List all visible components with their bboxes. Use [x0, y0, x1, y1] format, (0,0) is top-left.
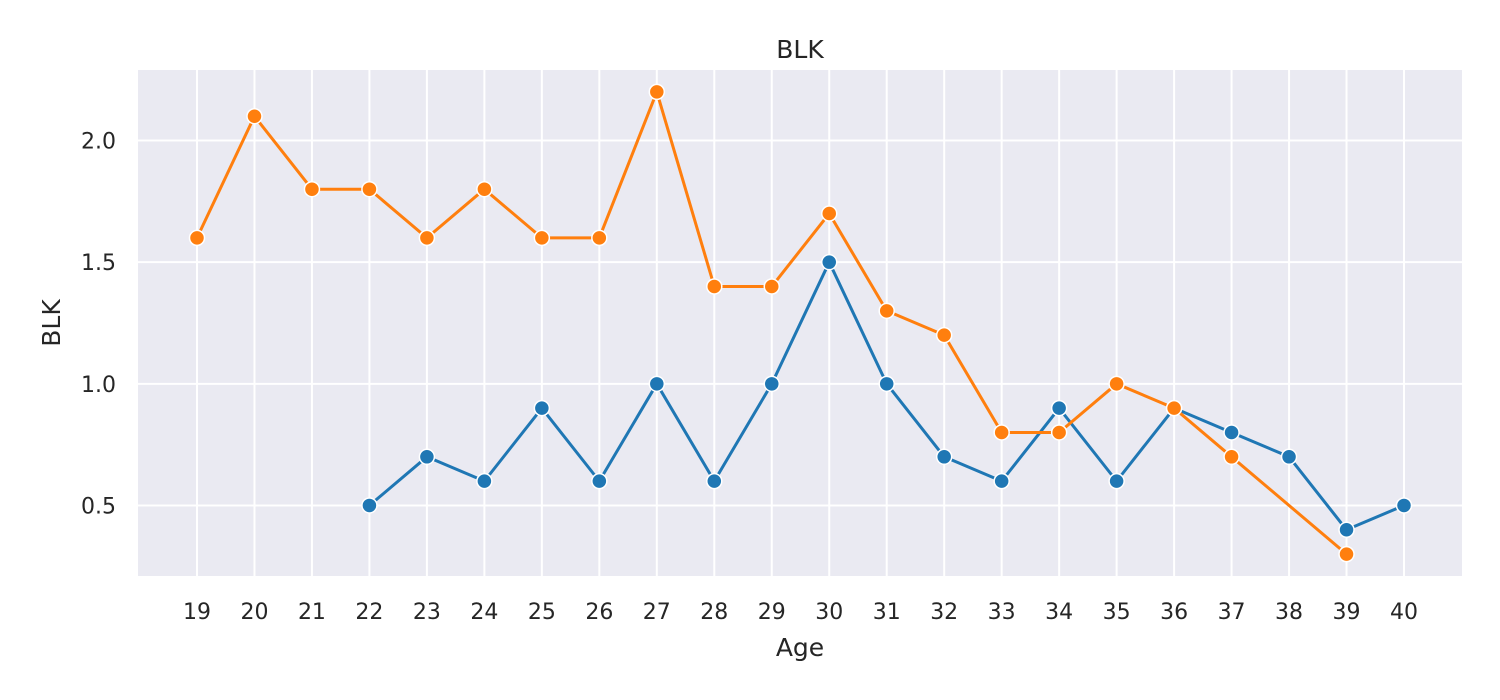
x-tick-label: 27 — [643, 600, 671, 625]
x-tick-label: 37 — [1218, 600, 1246, 625]
data-point — [188, 229, 206, 247]
x-tick-label: 32 — [930, 600, 958, 625]
data-point — [418, 229, 436, 247]
x-tick-label: 22 — [355, 600, 383, 625]
data-point — [361, 497, 378, 514]
x-axis-ticks: 19 20 21 22 23 24 25 26 27 28 29 30 31 32 33 34 35 36 37 38… — [183, 600, 1418, 625]
data-point — [1050, 424, 1068, 441]
data-point — [361, 180, 378, 198]
data-point — [476, 180, 493, 198]
x-tick-label: 33 — [988, 600, 1016, 625]
data-point — [648, 83, 666, 101]
data-point — [993, 424, 1010, 441]
x-tick-label: 28 — [700, 600, 728, 625]
x-tick-label: 35 — [1103, 600, 1131, 625]
y-axis-ticks: 0.5 1.0 1.5 2.0 — [81, 130, 116, 520]
data-point — [591, 472, 608, 490]
data-point — [591, 229, 608, 247]
data-point — [1338, 521, 1355, 539]
data-point — [303, 180, 321, 198]
x-tick-label: 26 — [585, 600, 613, 625]
data-point — [533, 229, 551, 247]
series-layer — [188, 83, 1413, 563]
data-point — [878, 302, 895, 320]
data-point — [763, 375, 781, 393]
x-tick-label: 38 — [1275, 600, 1303, 625]
x-tick-label: 39 — [1333, 600, 1361, 625]
x-axis-label: Age — [776, 633, 824, 662]
x-tick-label: 40 — [1390, 600, 1418, 625]
y-axis-label: BLK — [37, 299, 66, 347]
x-tick-label: 20 — [240, 600, 268, 625]
x-tick-label: 31 — [873, 600, 901, 625]
series-line — [195, 90, 1348, 556]
x-tick-label: 36 — [1160, 600, 1188, 625]
series-2 — [188, 83, 1355, 563]
x-tick-label: 34 — [1045, 600, 1073, 625]
data-point — [418, 448, 436, 466]
data-point — [706, 278, 723, 295]
x-tick-label: 25 — [528, 600, 556, 625]
data-point — [246, 107, 263, 125]
data-point — [820, 253, 838, 271]
data-point — [476, 472, 493, 490]
x-tick-label: 19 — [183, 600, 211, 625]
data-point — [1223, 448, 1240, 466]
y-tick-label: 1.5 — [81, 251, 116, 276]
x-tick-label: 24 — [470, 600, 498, 625]
data-point — [706, 472, 723, 490]
data-point — [993, 472, 1010, 490]
y-tick-label: 2.0 — [81, 130, 116, 155]
data-point — [820, 205, 838, 222]
data-point — [1165, 399, 1183, 417]
data-point — [1223, 424, 1240, 441]
data-point — [1050, 399, 1068, 417]
chart-title: BLK — [776, 35, 824, 64]
data-point — [763, 278, 781, 295]
data-point — [533, 399, 551, 417]
data-point — [935, 448, 953, 466]
data-point — [1338, 545, 1355, 563]
grid-lines — [138, 70, 1462, 576]
data-point — [1108, 472, 1125, 490]
data-point — [1280, 448, 1298, 466]
y-tick-label: 0.5 — [81, 494, 116, 519]
data-point — [935, 326, 953, 344]
x-tick-label: 23 — [413, 600, 441, 625]
x-tick-label: 30 — [815, 600, 843, 625]
x-tick-label: 21 — [298, 600, 326, 625]
data-point — [878, 375, 895, 393]
y-tick-label: 1.0 — [81, 373, 116, 398]
x-tick-label: 29 — [758, 600, 786, 625]
data-point — [1108, 375, 1125, 393]
data-point — [1395, 497, 1413, 514]
data-point — [648, 375, 666, 393]
